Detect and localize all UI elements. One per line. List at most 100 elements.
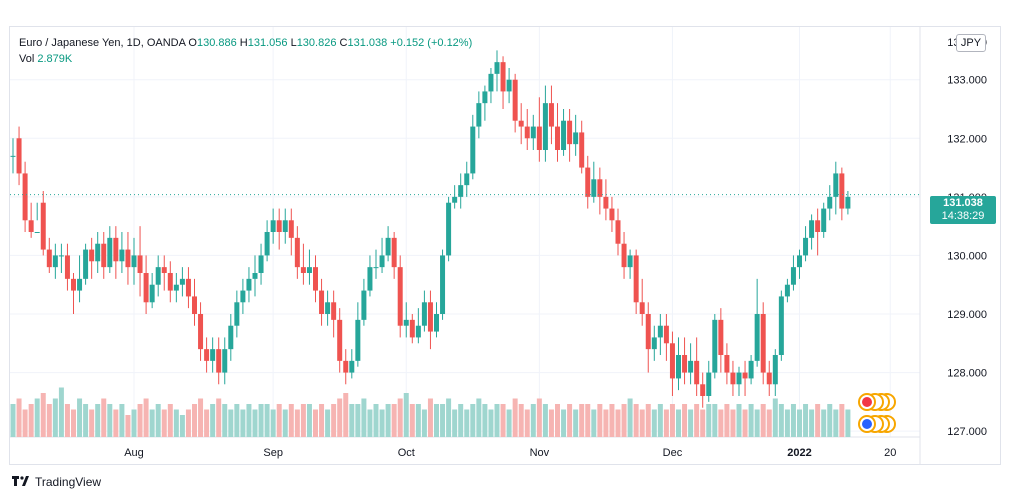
candle-body[interactable] <box>276 220 282 232</box>
candle-body[interactable] <box>446 202 452 256</box>
candle-body[interactable] <box>561 120 567 150</box>
candle-body[interactable] <box>482 91 488 104</box>
candle-body[interactable] <box>833 173 839 197</box>
candle-body[interactable] <box>506 79 512 92</box>
candle-body[interactable] <box>827 196 833 209</box>
candle-body[interactable] <box>500 62 506 92</box>
candle-body[interactable] <box>706 372 712 396</box>
candle-body[interactable] <box>107 237 113 268</box>
candle-body[interactable] <box>179 278 185 285</box>
candle-body[interactable] <box>349 360 355 373</box>
candle-body[interactable] <box>125 249 131 268</box>
candle-body[interactable] <box>28 220 34 232</box>
candle-body[interactable] <box>803 237 809 256</box>
candle-body[interactable] <box>246 278 252 291</box>
candle-body[interactable] <box>688 360 694 373</box>
candle-body[interactable] <box>470 126 476 174</box>
candle-body[interactable] <box>518 120 524 127</box>
candle-body[interactable] <box>270 220 276 232</box>
candle-body[interactable] <box>712 319 718 373</box>
candle-body[interactable] <box>216 349 222 373</box>
candle-body[interactable] <box>821 208 827 232</box>
candle-body[interactable] <box>319 290 325 314</box>
candle-body[interactable] <box>627 255 633 268</box>
candle-body[interactable] <box>645 314 651 350</box>
candle-body[interactable] <box>210 349 216 361</box>
candle-body[interactable] <box>797 255 802 268</box>
candle-body[interactable] <box>512 79 518 121</box>
candle-body[interactable] <box>16 138 22 174</box>
candle-body[interactable] <box>530 126 536 139</box>
candle-body[interactable] <box>730 372 736 385</box>
candle-body[interactable] <box>343 360 349 373</box>
candle-body[interactable] <box>385 237 391 256</box>
candle-body[interactable] <box>597 179 603 197</box>
candle-body[interactable] <box>198 314 204 350</box>
candle-body[interactable] <box>415 325 421 338</box>
candle-body[interactable] <box>694 360 700 385</box>
candle-body[interactable] <box>264 232 270 256</box>
candle-body[interactable] <box>397 267 403 326</box>
candle-body[interactable] <box>113 237 119 262</box>
candle-body[interactable] <box>155 267 161 285</box>
candle-body[interactable] <box>663 325 669 344</box>
candle-body[interactable] <box>373 267 379 269</box>
candle-body[interactable] <box>294 237 300 268</box>
candle-body[interactable] <box>367 267 373 291</box>
candle-body[interactable] <box>494 62 500 74</box>
candle-body[interactable] <box>149 284 155 303</box>
candle-body[interactable] <box>458 185 464 197</box>
candle-body[interactable] <box>10 155 16 157</box>
candle-body[interactable] <box>89 249 95 262</box>
candle-body[interactable] <box>101 243 107 268</box>
candle-body[interactable] <box>682 355 688 373</box>
candle-body[interactable] <box>403 319 409 326</box>
candle-body[interactable] <box>240 290 246 303</box>
candle-body[interactable] <box>434 314 439 332</box>
candle-body[interactable] <box>313 267 318 291</box>
candle-body[interactable] <box>790 267 796 285</box>
tradingview-logo-icon[interactable] <box>12 476 30 488</box>
candle-body[interactable] <box>784 284 790 297</box>
candle-body[interactable] <box>300 267 306 273</box>
candle-body[interactable] <box>409 319 415 338</box>
candle-body[interactable] <box>585 167 591 197</box>
candle-body[interactable] <box>391 237 397 268</box>
candle-body[interactable] <box>603 196 609 209</box>
symbol-title[interactable]: Euro / Japanese Yen, 1D, OANDA <box>19 37 186 49</box>
candle-body[interactable] <box>52 255 58 268</box>
candle-body[interactable] <box>748 360 754 379</box>
candle-body[interactable] <box>288 220 294 238</box>
candle-body[interactable] <box>282 220 288 232</box>
candle-body[interactable] <box>421 302 427 326</box>
candle-body[interactable] <box>337 319 343 361</box>
candle-body[interactable] <box>258 255 264 273</box>
candle-body[interactable] <box>754 314 760 361</box>
candle-body[interactable] <box>222 349 228 373</box>
candle-body[interactable] <box>657 325 663 338</box>
candle-body[interactable] <box>64 255 70 279</box>
candle-body[interactable] <box>355 319 361 361</box>
candle-body[interactable] <box>252 273 258 279</box>
candle-body[interactable] <box>651 337 657 350</box>
candle-body[interactable] <box>700 384 706 396</box>
candle-body[interactable] <box>736 372 742 385</box>
candle-body[interactable] <box>306 267 312 273</box>
candle-body[interactable] <box>676 355 681 379</box>
candle-body[interactable] <box>718 319 724 355</box>
candle-body[interactable] <box>131 255 137 268</box>
candle-body[interactable] <box>204 349 210 361</box>
candle-body[interactable] <box>440 255 446 314</box>
candle-body[interactable] <box>185 278 191 297</box>
candle-body[interactable] <box>742 372 748 379</box>
candle-body[interactable] <box>234 302 240 326</box>
candle-body[interactable] <box>760 314 766 373</box>
candle-body[interactable] <box>464 173 470 186</box>
candle-body[interactable] <box>579 132 585 168</box>
candle-body[interactable] <box>621 243 627 268</box>
candle-body[interactable] <box>143 273 149 303</box>
candle-body[interactable] <box>167 273 173 291</box>
candle-body[interactable] <box>427 302 433 332</box>
candle-body[interactable] <box>34 232 40 233</box>
